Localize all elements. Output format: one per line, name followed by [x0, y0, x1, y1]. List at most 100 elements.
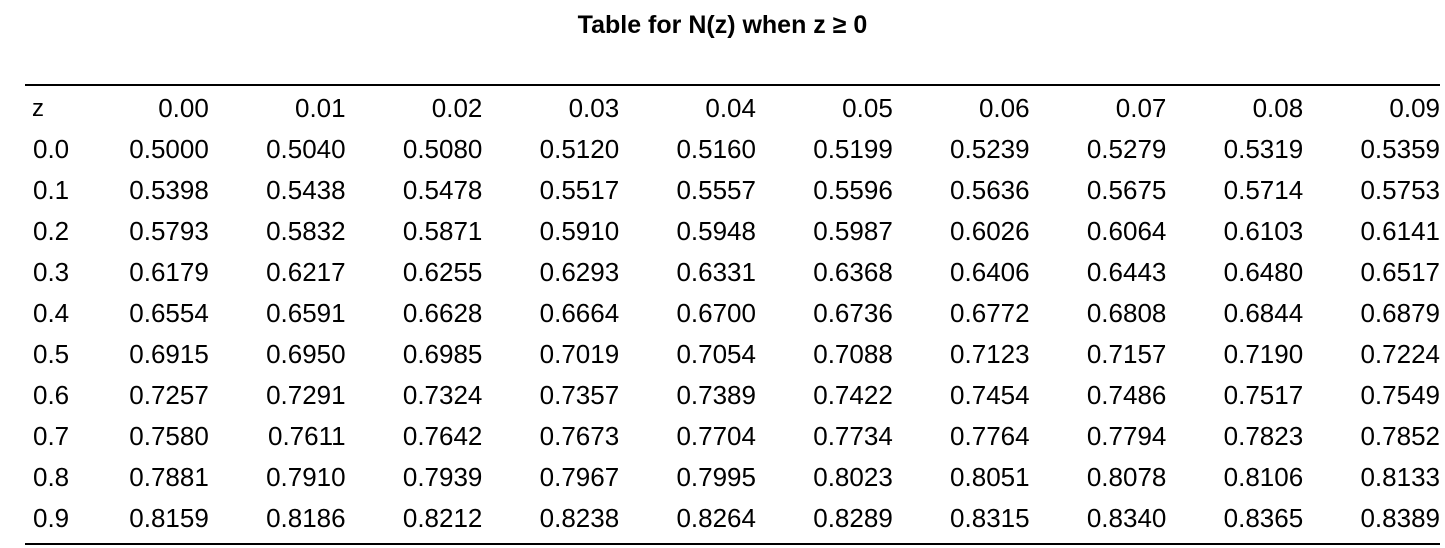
z-value-cell: 0.6 — [33, 380, 70, 410]
probability-cell: 0.8078 — [1086, 462, 1167, 492]
table-body: 0.0 0.5000 0.5040 0.5080 0.5120 0.5160 0.5199 0… — [25, 129, 1440, 539]
probability-cell: 0.8212 — [402, 503, 483, 533]
z-value-cell: 0.9 — [33, 503, 70, 533]
probability-cell: 0.5040 — [266, 134, 346, 164]
table-row: 0.2 0.5793 0.5832 0.5871 0.5910 0.5948 0.5987 0… — [25, 211, 1440, 252]
probability-cell: 0.7881 — [129, 462, 209, 492]
z-value-cell: 0.1 — [33, 175, 70, 205]
probability-cell: 0.6141 — [1360, 216, 1440, 246]
z-value-cell: 0.4 — [33, 298, 70, 328]
probability-cell: 0.5636 — [950, 175, 1030, 205]
probability-cell: 0.7190 — [1223, 339, 1304, 369]
probability-cell: 0.7019 — [539, 339, 620, 369]
column-header: 0.01 — [294, 93, 346, 123]
probability-cell: 0.7357 — [539, 380, 620, 410]
z-value-cell: 0.0 — [33, 134, 70, 164]
table-header-row: z 0.00 0.01 0.02 0.03 0.04 0.05 0.06 0.07 0.08 0.… — [25, 88, 1440, 129]
probability-cell: 0.6554 — [129, 298, 209, 328]
probability-cell: 0.7157 — [1086, 339, 1167, 369]
probability-cell: 0.8315 — [950, 503, 1030, 533]
probability-cell: 0.5279 — [1086, 134, 1167, 164]
probability-cell: 0.5948 — [676, 216, 756, 246]
probability-cell: 0.6179 — [129, 257, 209, 287]
probability-cell: 0.5753 — [1360, 175, 1440, 205]
table-row: 0.6 0.7257 0.7291 0.7324 0.7357 0.7389 0.7422 0… — [25, 375, 1440, 416]
probability-cell: 0.6331 — [676, 257, 756, 287]
column-header: 0.06 — [978, 93, 1030, 123]
probability-cell: 0.6950 — [266, 339, 346, 369]
table-row: 0.8 0.7881 0.7910 0.7939 0.7967 0.7995 0.8023 0… — [25, 457, 1440, 498]
probability-cell: 0.8186 — [266, 503, 346, 533]
probability-cell: 0.5160 — [676, 134, 756, 164]
probability-cell: 0.6664 — [539, 298, 620, 328]
table-row: 0.1 0.5398 0.5438 0.5478 0.5517 0.5557 0.5596 0… — [25, 170, 1440, 211]
probability-cell: 0.6368 — [813, 257, 893, 287]
probability-cell: 0.7486 — [1086, 380, 1167, 410]
probability-cell: 0.7734 — [813, 421, 893, 451]
column-header: 0.09 — [1389, 93, 1440, 123]
probability-cell: 0.7088 — [813, 339, 893, 369]
probability-cell: 0.6406 — [950, 257, 1030, 287]
probability-cell: 0.5793 — [129, 216, 209, 246]
probability-cell: 0.5714 — [1223, 175, 1304, 205]
probability-cell: 0.7823 — [1223, 421, 1304, 451]
probability-cell: 0.5080 — [402, 134, 483, 164]
probability-cell: 0.5478 — [402, 175, 483, 205]
probability-cell: 0.8264 — [676, 503, 756, 533]
table-top-rule — [25, 84, 1440, 86]
probability-cell: 0.6844 — [1223, 298, 1304, 328]
probability-cell: 0.5557 — [676, 175, 756, 205]
probability-cell: 0.7580 — [129, 421, 209, 451]
probability-cell: 0.5910 — [539, 216, 620, 246]
probability-cell: 0.7422 — [813, 380, 893, 410]
probability-cell: 0.6480 — [1223, 257, 1304, 287]
probability-cell: 0.5871 — [402, 216, 483, 246]
probability-cell: 0.7054 — [676, 339, 756, 369]
probability-cell: 0.6808 — [1086, 298, 1167, 328]
probability-cell: 0.6443 — [1086, 257, 1167, 287]
probability-cell: 0.5000 — [129, 134, 209, 164]
probability-cell: 0.6026 — [950, 216, 1030, 246]
probability-cell: 0.8365 — [1223, 503, 1304, 533]
probability-cell: 0.8133 — [1360, 462, 1440, 492]
probability-cell: 0.6736 — [813, 298, 893, 328]
probability-cell: 0.7454 — [950, 380, 1030, 410]
column-header: 0.08 — [1252, 93, 1304, 123]
column-header: 0.05 — [842, 93, 893, 123]
probability-cell: 0.7910 — [266, 462, 346, 492]
probability-cell: 0.5987 — [813, 216, 893, 246]
probability-cell: 0.7123 — [950, 339, 1030, 369]
probability-cell: 0.7324 — [402, 380, 483, 410]
probability-cell: 0.7549 — [1360, 380, 1440, 410]
probability-cell: 0.6985 — [402, 339, 483, 369]
probability-cell: 0.8389 — [1360, 503, 1440, 533]
probability-cell: 0.6064 — [1086, 216, 1167, 246]
probability-cell: 0.7224 — [1360, 339, 1440, 369]
probability-cell: 0.7852 — [1360, 421, 1440, 451]
z-column-header: z — [32, 94, 44, 122]
z-value-cell: 0.5 — [33, 339, 70, 369]
probability-cell: 0.7611 — [268, 421, 346, 451]
probability-cell: 0.7967 — [539, 462, 620, 492]
table-row: 0.7 0.7580 0.7611 0.7642 0.7673 0.7704 0.7734 0… — [25, 416, 1440, 457]
probability-cell: 0.7794 — [1086, 421, 1167, 451]
probability-cell: 0.8023 — [813, 462, 893, 492]
probability-cell: 0.7257 — [129, 380, 209, 410]
probability-cell: 0.8106 — [1223, 462, 1304, 492]
probability-cell: 0.6915 — [129, 339, 209, 369]
probability-cell: 0.7764 — [950, 421, 1030, 451]
table-row: 0.3 0.6179 0.6217 0.6255 0.6293 0.6331 0.6368 0… — [25, 252, 1440, 293]
probability-cell: 0.5319 — [1223, 134, 1304, 164]
probability-cell: 0.6700 — [676, 298, 756, 328]
probability-cell: 0.8238 — [539, 503, 620, 533]
probability-cell: 0.5438 — [266, 175, 346, 205]
column-header: 0.04 — [705, 93, 756, 123]
table-row: 0.9 0.8159 0.8186 0.8212 0.8238 0.8264 0.8289 0… — [25, 498, 1440, 539]
probability-cell: 0.6772 — [950, 298, 1030, 328]
probability-cell: 0.6879 — [1360, 298, 1440, 328]
probability-cell: 0.7939 — [402, 462, 483, 492]
table-row: 0.0 0.5000 0.5040 0.5080 0.5120 0.5160 0.5199 0… — [25, 129, 1440, 170]
probability-cell: 0.6628 — [402, 298, 483, 328]
column-header: 0.03 — [568, 93, 620, 123]
probability-cell: 0.6103 — [1223, 216, 1304, 246]
